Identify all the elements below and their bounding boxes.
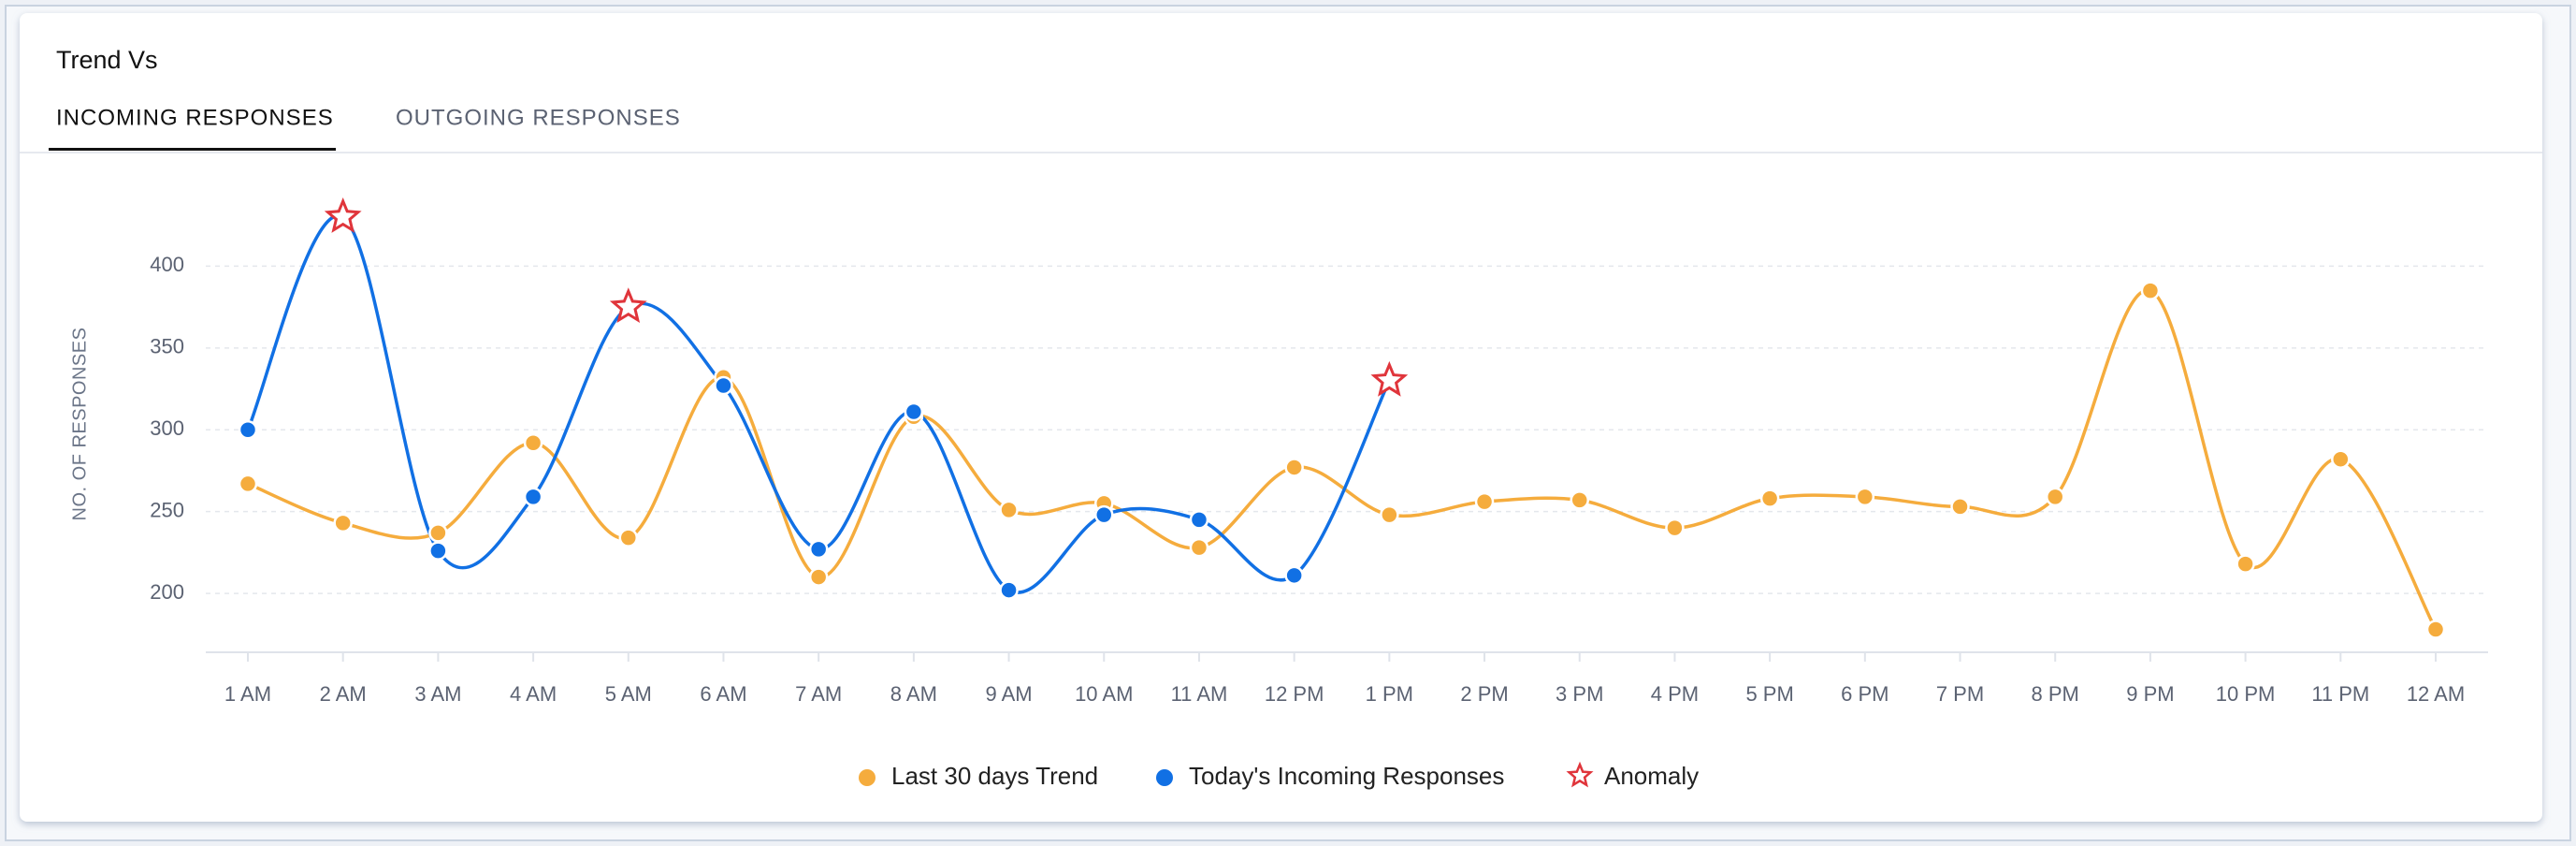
x-tick-label: 12 AM — [2407, 682, 2465, 706]
legend-marker — [1156, 769, 1173, 786]
card — [20, 13, 2542, 822]
data-point — [2425, 620, 2446, 639]
data-point — [1474, 491, 1495, 512]
x-tick-label: 6 AM — [700, 682, 746, 706]
data-point — [999, 500, 1019, 520]
y-axis-label: NO. OF RESPONSES — [69, 328, 90, 521]
data-point — [238, 419, 258, 440]
tab-underline — [49, 148, 336, 151]
data-point — [1189, 510, 1209, 530]
legend-marker — [859, 769, 876, 786]
y-tick-label: 250 — [150, 498, 184, 521]
data-point — [1855, 487, 1875, 507]
data-point — [1094, 504, 1114, 525]
x-tick-label: 1 AM — [224, 682, 271, 706]
data-point — [2045, 487, 2065, 507]
x-tick-label: 11 PM — [2311, 682, 2369, 706]
x-tick-label: 11 AM — [1171, 682, 1228, 706]
data-point — [238, 474, 258, 494]
x-tick-label: 10 PM — [2216, 682, 2276, 706]
legend-label: Anomaly — [1604, 762, 1699, 790]
x-tick-label: 4 PM — [1651, 682, 1699, 706]
data-point — [523, 432, 543, 453]
data-point — [2236, 554, 2255, 574]
tab[interactable]: OUTGOING RESPONSES — [396, 105, 681, 130]
x-tick-label: 1 PM — [1366, 682, 1413, 706]
data-point — [523, 487, 543, 507]
x-tick-label: 9 PM — [2126, 682, 2174, 706]
y-tick-label: 400 — [150, 253, 184, 276]
data-point — [1665, 518, 1685, 538]
legend-marker — [1566, 761, 1594, 788]
x-tick-label: 12 PM — [1265, 682, 1324, 706]
card-title: Trend Vs — [56, 46, 158, 74]
y-tick-label: 200 — [150, 580, 184, 604]
x-tick-label: 6 PM — [1841, 682, 1889, 706]
legend-label: Today's Incoming Responses — [1189, 762, 1504, 790]
x-tick-label: 3 AM — [414, 682, 461, 706]
x-tick-label: 10 AM — [1075, 682, 1133, 706]
data-point — [2331, 449, 2351, 469]
data-point — [428, 541, 448, 561]
data-point — [1950, 497, 1970, 517]
x-tick-label: 7 PM — [1936, 682, 1984, 706]
x-tick-label: 4 AM — [510, 682, 557, 706]
y-tick-label: 300 — [150, 416, 184, 440]
data-point — [808, 539, 829, 560]
anomaly-marker — [1370, 360, 1409, 397]
data-point — [1759, 489, 1780, 508]
data-point — [2140, 281, 2161, 300]
y-tick-label: 350 — [150, 335, 184, 358]
x-tick-label: 5 AM — [605, 682, 652, 706]
tab[interactable]: INCOMING RESPONSES — [56, 105, 334, 130]
data-point — [428, 523, 448, 543]
anomaly-marker — [609, 287, 647, 324]
x-tick-label: 8 PM — [2032, 682, 2079, 706]
x-tick-label: 5 PM — [1745, 682, 1793, 706]
data-point — [618, 528, 639, 547]
x-tick-label: 8 AM — [890, 682, 937, 706]
anomaly-marker — [324, 197, 362, 233]
data-point — [1284, 565, 1304, 586]
data-point — [808, 567, 829, 587]
data-point — [1189, 537, 1209, 558]
x-tick-label: 2 PM — [1460, 682, 1508, 706]
data-point — [904, 401, 924, 422]
data-point — [1570, 490, 1589, 510]
x-tick-label: 2 AM — [320, 682, 367, 706]
data-point — [333, 513, 353, 533]
x-tick-label: 3 PM — [1556, 682, 1603, 706]
data-point — [1284, 458, 1304, 477]
data-point — [1380, 504, 1399, 525]
x-tick-label: 9 AM — [985, 682, 1032, 706]
legend-label: Last 30 days Trend — [891, 762, 1098, 790]
data-point — [714, 375, 733, 396]
data-point — [999, 580, 1019, 600]
x-tick-label: 7 AM — [795, 682, 842, 706]
